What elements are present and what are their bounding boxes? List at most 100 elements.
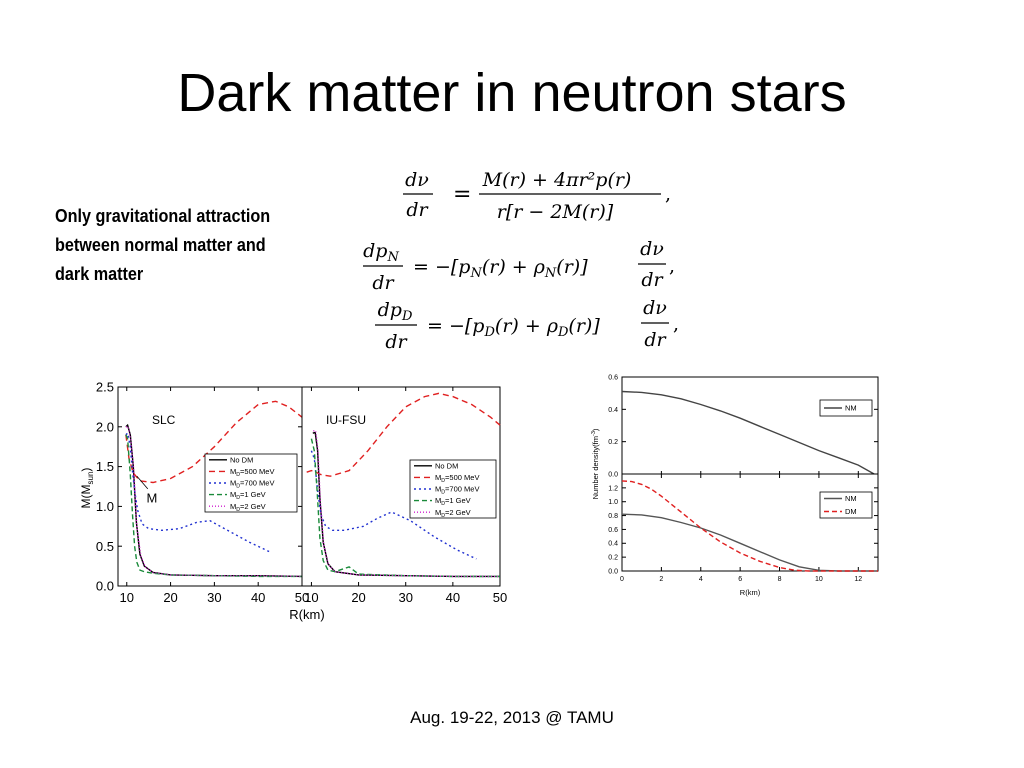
legend-box	[819, 399, 873, 417]
eq3-lhs-den: dr	[385, 331, 408, 353]
mass-radius-figure: 0.0 0.5 1.0 1.5 2.0 2.5 10 20 30 40 50 No DM MD=500 …	[79, 380, 507, 622]
legend-label: MD=500 MeV	[435, 473, 479, 484]
x-tick-label: 2	[659, 576, 663, 583]
legend-label: MD=700 MeV	[435, 485, 479, 496]
eq1-rhs-den: r[r − 2M(r)]	[497, 201, 614, 223]
series-line-2	[306, 392, 501, 477]
y-tick-label: 0.0	[96, 579, 114, 594]
eq3-rhs-mid: (r) + ρ	[495, 315, 559, 337]
x-tick-label: 20	[163, 590, 177, 605]
note-line-2: between normal matter and	[55, 235, 266, 255]
x-tick-label: 50	[493, 590, 507, 605]
y-tick-label: 0.6	[608, 527, 618, 534]
x-tick-label: 10	[815, 576, 823, 583]
y-axis-label: Number density(fm-3)	[591, 428, 600, 499]
series-line-5	[313, 430, 500, 578]
svg-text:= −[pN(r) + ρN(r)]: = −[pN(r) + ρN(r)]	[413, 256, 588, 281]
legend-label: MD=1 GeV	[230, 490, 266, 501]
eq3-rhs-sub1: D	[483, 325, 495, 340]
eq2-rhs-sub1: N	[469, 266, 482, 281]
y-tick-label: 0.4	[608, 541, 618, 548]
legend-label: MD=500 MeV	[230, 467, 274, 478]
legend-label: No DM	[435, 461, 458, 470]
eq2-rhs-a: = −[p	[413, 256, 470, 278]
eq3-lhs-sub: D	[401, 309, 413, 324]
y-tick-label: 0.6	[608, 374, 618, 381]
eq1-lhs-den: dr	[406, 199, 429, 221]
y-tick-label: 0.4	[608, 407, 618, 414]
y-tick-label: 0.2	[608, 439, 618, 446]
y-axis-label: M(Msun)	[79, 468, 95, 509]
series-line-1	[621, 390, 875, 475]
note-line-3: dark matter	[55, 264, 144, 284]
legend-label: No DM	[230, 455, 253, 464]
svg-text:=: =	[453, 182, 471, 207]
series-line-4	[125, 434, 302, 578]
y-tick-label: 2.0	[96, 419, 114, 434]
y-tick-label: 2.5	[96, 380, 114, 395]
note-text: Only gravitational attraction between no…	[55, 202, 325, 289]
y-tick-label: 0.8	[608, 513, 618, 520]
svg-text:,: ,	[669, 255, 675, 277]
x-tick-label: 20	[351, 590, 365, 605]
x-axis-label: R(km)	[740, 588, 761, 597]
x-tick-label: 10	[304, 590, 318, 605]
equation-2: dpN dr = −[pN(r) + ρN(r)] dν dr ,	[363, 238, 675, 294]
legend-label: NM	[845, 404, 857, 413]
legend-label: DM	[845, 507, 857, 516]
series-line-5	[125, 426, 303, 578]
x-tick-label: 12	[854, 576, 862, 583]
slide-title: Dark matter in neutron stars	[177, 63, 847, 123]
eq1-rhs-num: M(r) + 4πr²p(r)	[482, 169, 632, 191]
legend-label: NM	[845, 494, 857, 503]
eq2-rhs-end: (r)]	[556, 256, 588, 278]
plot-frame	[621, 376, 879, 475]
y-tick-label: 1.5	[96, 459, 114, 474]
equation-3: dpD dr = −[pD(r) + ρD(r)] dν dr ,	[375, 297, 679, 353]
x-tick-label: 30	[207, 590, 221, 605]
series-line-1	[621, 513, 878, 572]
top-density-panel: 0.0 0.2 0.4 0.6 NM	[608, 374, 879, 478]
bottom-density-panel: 0.0 0.2 0.4 0.6 0.8 1.0 1.2 0 2 4 6 8 10 12 NM DM R(km) N…	[591, 428, 879, 597]
x-tick-label: 6	[738, 576, 742, 583]
legend-label: MD=700 MeV	[230, 479, 274, 490]
x-tick-label: 40	[446, 590, 460, 605]
legend-label: MD=1 GeV	[435, 496, 471, 507]
eq2-lhs-num: dp	[363, 240, 387, 262]
note-line-1: Only gravitational attraction	[55, 206, 271, 226]
eq2-lhs-den: dr	[372, 272, 395, 294]
svg-text:= −[pD(r) + ρD(r)]: = −[pD(r) + ρD(r)]	[427, 315, 600, 340]
eq3-frac-den: dr	[644, 329, 667, 351]
eq3-rhs-end: (r)]	[568, 315, 600, 337]
eq3-rhs-sub2: D	[557, 325, 569, 340]
x-tick-label: 10	[120, 590, 134, 605]
series-line-3	[310, 450, 477, 560]
footer-text: Aug. 19-22, 2013 @ TAMU	[410, 708, 614, 727]
y-tick-label: 1.2	[608, 485, 618, 492]
eq1-lhs-num: dν	[405, 169, 429, 191]
eq3-rhs-a: = −[p	[427, 315, 484, 337]
plot-frame	[301, 386, 501, 587]
series-line-2	[125, 400, 303, 484]
equation-1: dν dr = M(r) + 4πr²p(r) r[r − 2M(r)] ,	[403, 169, 671, 223]
x-tick-label: 0	[620, 576, 624, 583]
x-tick-label: 50	[295, 590, 309, 605]
series-line-4	[310, 438, 500, 578]
svg-text:dpD: dpD	[378, 299, 413, 324]
svg-text:,: ,	[673, 313, 679, 335]
eq3-frac-num: dν	[643, 297, 667, 319]
eq2-frac-den: dr	[641, 269, 664, 291]
eq2-rhs-mid: (r) + ρ	[482, 256, 546, 278]
annotation-label: M	[146, 490, 157, 505]
eq2-lhs-sub: N	[386, 250, 399, 265]
eq2-frac-num: dν	[640, 238, 664, 260]
x-tick-label: 4	[699, 576, 703, 583]
series-line-2	[621, 480, 878, 572]
y-tick-label: 0.2	[608, 555, 618, 562]
legend-label: MD=2 GeV	[435, 508, 471, 519]
eq3-lhs-num: dp	[378, 299, 402, 321]
slc-panel: 0.0 0.5 1.0 1.5 2.0 2.5 10 20 30 40 50 No DM MD=500 …	[79, 380, 325, 622]
legend-label: MD=2 GeV	[230, 502, 266, 513]
y-tick-label: 0.0	[608, 568, 618, 575]
